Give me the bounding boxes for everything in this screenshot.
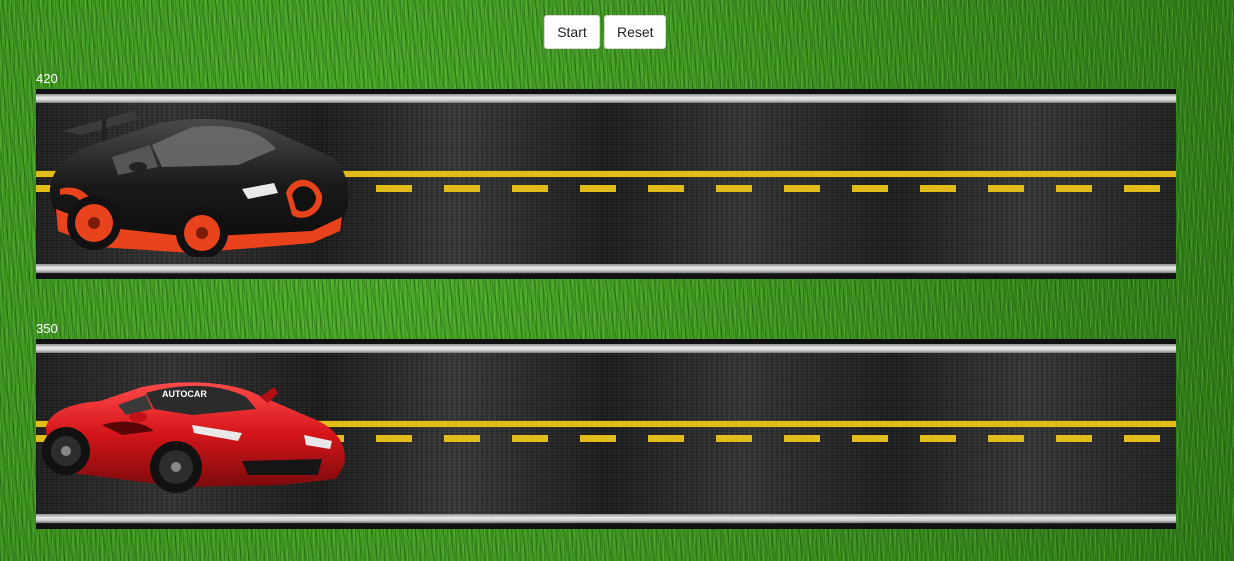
track-edge [36,524,1176,529]
center-solid-line [36,421,1176,427]
race-track-lane-2: AUTOCAR [36,339,1176,529]
center-dashed-line [36,185,1176,192]
lane-1-score: 420 [36,71,58,86]
track-edge [36,339,1176,344]
race-track-lane-1 [36,89,1176,279]
race-controls: Start Reset [544,15,666,49]
track-edge-line [36,344,1176,353]
red-sports-car-icon[interactable]: AUTOCAR [42,375,348,497]
lane-2-score: 350 [36,321,58,336]
track-edge-line [36,94,1176,103]
track-edge-line [36,514,1176,523]
svg-text:AUTOCAR: AUTOCAR [162,389,207,399]
start-button[interactable]: Start [544,15,600,49]
black-sports-car-icon[interactable] [42,105,352,257]
center-dashed-line [36,435,1176,442]
reset-button[interactable]: Reset [604,15,666,49]
track-edge [36,89,1176,94]
track-edge [36,274,1176,279]
center-solid-line [36,171,1176,177]
track-edge-line [36,264,1176,273]
